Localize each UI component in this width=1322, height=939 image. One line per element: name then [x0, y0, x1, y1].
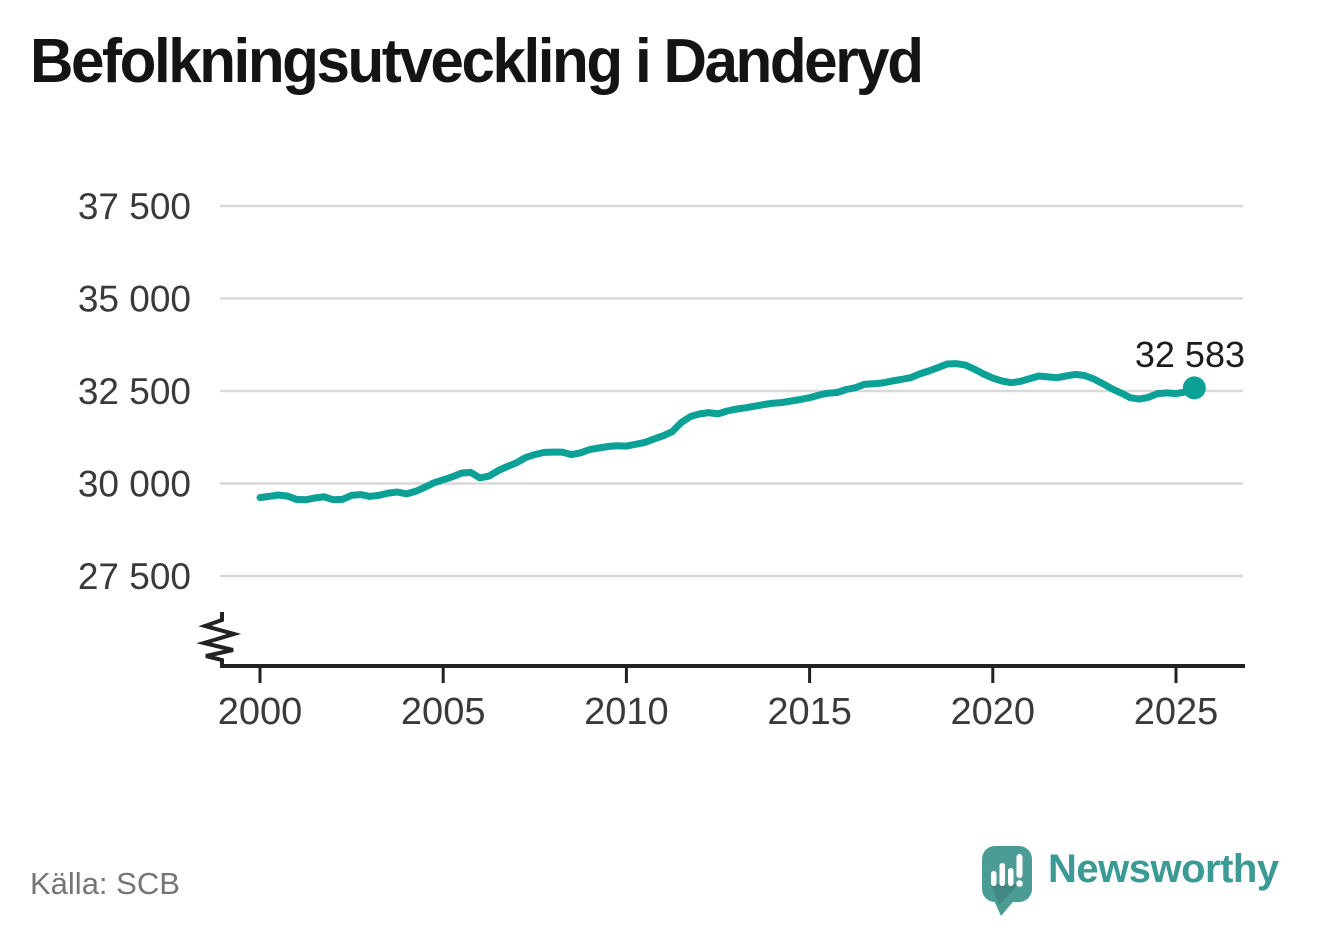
end-point-marker — [1182, 376, 1206, 400]
logo-bar-shadow — [991, 884, 1019, 905]
logo-bar-3 — [1008, 868, 1014, 886]
y-tick-label: 35 000 — [78, 279, 191, 320]
logo-bar-1 — [991, 871, 997, 886]
x-tick-label: 2005 — [401, 691, 486, 733]
y-tick-label: 27 500 — [78, 556, 191, 597]
x-tick-label: 2020 — [951, 691, 1036, 733]
logo-exclamation-bar — [1016, 854, 1023, 878]
x-tick-label: 2015 — [767, 691, 852, 733]
axis-break-icon — [196, 612, 242, 666]
population-series-line — [256, 360, 1206, 504]
y-tick-label: 30 000 — [78, 464, 191, 505]
y-tick-label: 32 500 — [78, 371, 191, 412]
newsworthy-wordmark: Newsworthy — [1048, 847, 1280, 891]
y-tick-label: 37 500 — [78, 186, 191, 227]
x-axis-labels: 2000 2005 2010 2015 2020 2025 — [218, 691, 1219, 733]
y-gridlines — [220, 204, 1243, 578]
newsworthy-logo-icon — [982, 846, 1032, 916]
x-tick-label: 2010 — [584, 691, 669, 733]
x-tick-label: 2025 — [1134, 691, 1219, 733]
source-caption: Källa: SCB — [30, 866, 180, 901]
x-axis-ticks — [258, 667, 1178, 683]
end-value-label: 32 583 — [1135, 334, 1245, 375]
logo-bar-2 — [999, 863, 1005, 886]
series-line — [256, 360, 1198, 504]
logo-exclamation-dot — [1016, 880, 1023, 887]
y-axis-labels: 27 500 30 000 32 500 35 000 37 500 — [78, 186, 191, 597]
newsworthy-logo: Newsworthy — [982, 846, 1280, 916]
page-title: Befolkningsutveckling i Danderyd — [30, 27, 924, 96]
x-tick-label: 2000 — [218, 691, 303, 733]
